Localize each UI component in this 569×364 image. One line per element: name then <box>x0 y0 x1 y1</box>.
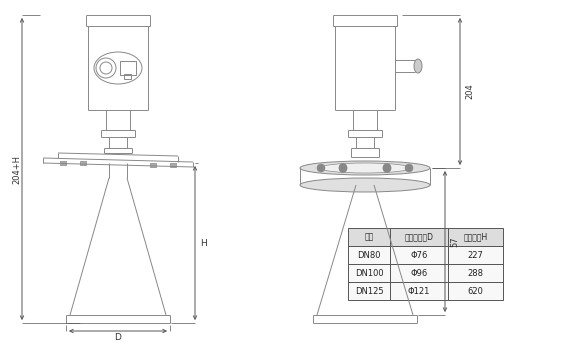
Bar <box>390 228 448 246</box>
Text: Φ121: Φ121 <box>408 286 430 296</box>
Bar <box>448 264 503 282</box>
Circle shape <box>339 165 347 173</box>
Circle shape <box>383 165 391 173</box>
Bar <box>390 264 448 282</box>
Bar <box>80 161 86 165</box>
Text: 喇叭口直径D: 喇叭口直径D <box>405 233 434 241</box>
Text: H: H <box>200 238 207 248</box>
Bar <box>348 228 390 246</box>
Ellipse shape <box>320 163 410 173</box>
Ellipse shape <box>300 161 430 175</box>
Text: 204+H: 204+H <box>13 154 22 183</box>
Bar <box>390 282 448 300</box>
Bar <box>448 282 503 300</box>
Ellipse shape <box>414 59 422 73</box>
Ellipse shape <box>300 178 430 192</box>
Text: 法兰: 法兰 <box>364 233 374 241</box>
Bar <box>448 246 503 264</box>
Bar <box>390 246 448 264</box>
Text: 288: 288 <box>468 269 484 277</box>
Circle shape <box>405 164 413 172</box>
Bar <box>448 228 503 246</box>
Text: 57: 57 <box>450 236 459 247</box>
Bar <box>60 161 66 165</box>
Text: 620: 620 <box>468 286 484 296</box>
Text: 喇叭高度H: 喇叭高度H <box>463 233 488 241</box>
Circle shape <box>317 164 325 172</box>
Bar <box>120 61 136 75</box>
Bar <box>348 246 390 264</box>
Circle shape <box>383 163 391 171</box>
Bar <box>124 74 131 79</box>
Text: 227: 227 <box>468 250 484 260</box>
Bar <box>150 163 156 167</box>
Bar <box>348 264 390 282</box>
Text: Φ96: Φ96 <box>410 269 428 277</box>
Text: D: D <box>114 333 121 343</box>
Text: DN80: DN80 <box>357 250 381 260</box>
Text: DN100: DN100 <box>354 269 384 277</box>
Text: DN125: DN125 <box>354 286 384 296</box>
Circle shape <box>339 163 347 171</box>
Text: Φ76: Φ76 <box>410 250 428 260</box>
Bar <box>170 163 176 167</box>
Bar <box>348 282 390 300</box>
Text: 204: 204 <box>465 84 474 99</box>
